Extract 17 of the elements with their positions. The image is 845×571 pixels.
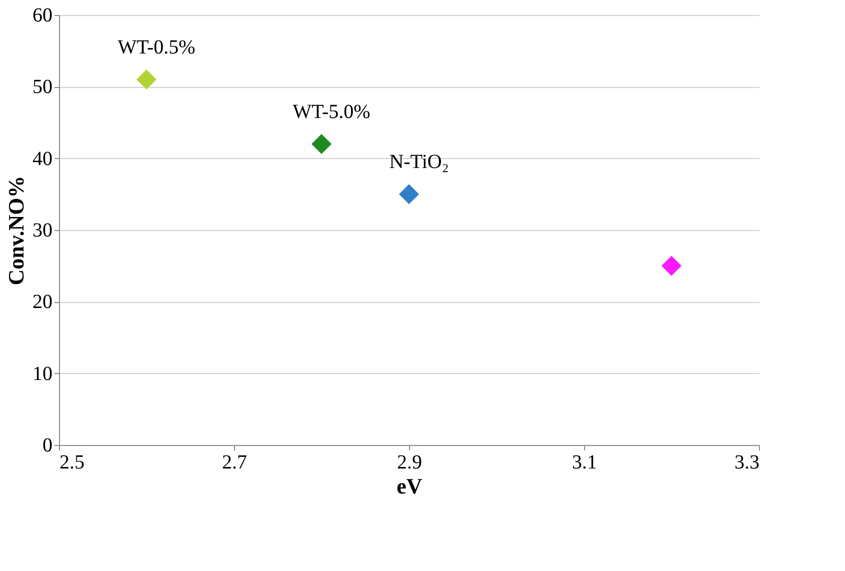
x-tick-label: 3.3: [734, 452, 760, 474]
x-tick-label: 2.7: [222, 452, 247, 474]
x-tick-label: 3.1: [572, 452, 597, 474]
series-label: N-TiO₂: [389, 151, 449, 174]
x-axis-title: eV: [396, 474, 422, 498]
y-tick-label: 10: [32, 362, 52, 385]
y-axis-title: Conv.NO%: [4, 176, 28, 286]
y-tick-label: 60: [32, 4, 52, 26]
y-tick-label: 0: [42, 434, 52, 456]
y-tick-label: 30: [32, 220, 52, 242]
x-tick-label: 2.9: [397, 452, 422, 474]
y-tick-label: 50: [32, 76, 52, 98]
series-label: WT-0.5%: [118, 36, 196, 58]
y-tick-label: 40: [32, 148, 52, 170]
x-tick-label: 2.5: [60, 452, 84, 474]
series-label: WT-5.0%: [292, 101, 370, 123]
y-tick-label: 20: [32, 291, 52, 314]
